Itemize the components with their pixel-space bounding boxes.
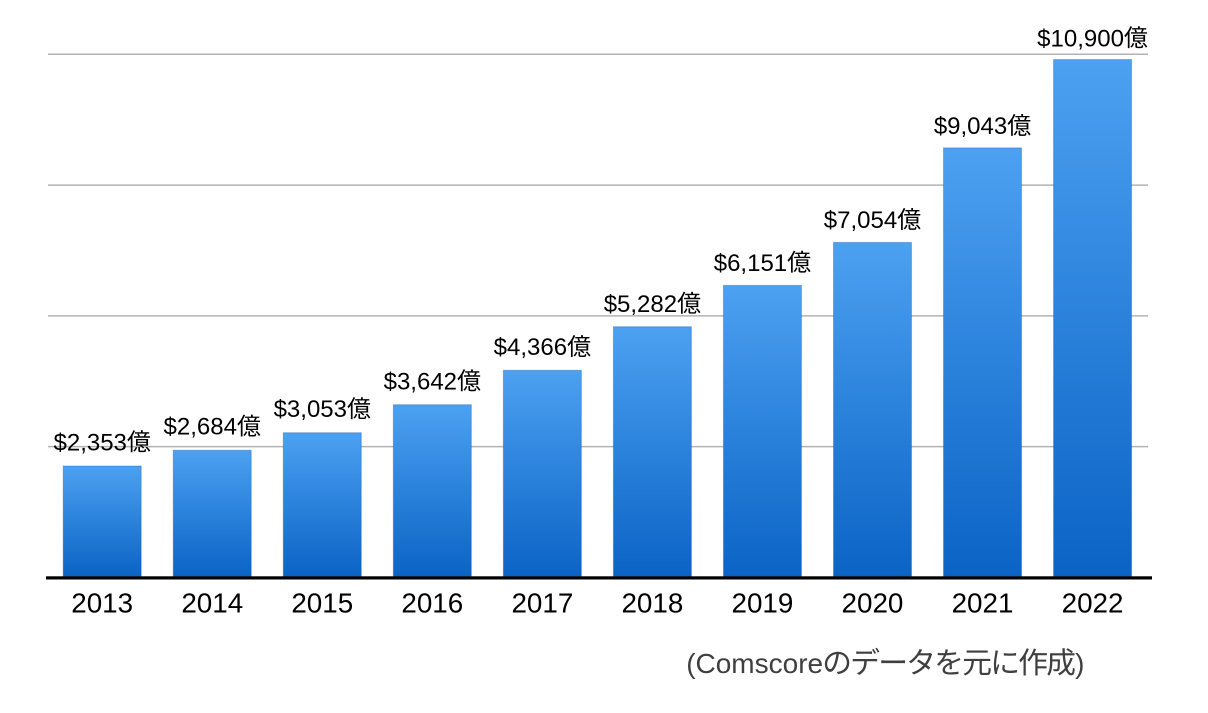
svg-text:$6,151: $6,151: [714, 250, 787, 277]
svg-text:2014: 2014: [181, 588, 243, 619]
svg-text:$9,043: $9,043: [934, 113, 1007, 140]
svg-text:2013: 2013: [71, 588, 133, 619]
svg-text:$3,053: $3,053: [274, 396, 347, 423]
svg-text:(Comscore: (Comscore: [686, 648, 823, 679]
svg-text:2016: 2016: [401, 588, 463, 619]
svg-text:2022: 2022: [1062, 588, 1124, 619]
svg-text:2021: 2021: [952, 588, 1014, 619]
svg-text:2018: 2018: [621, 588, 683, 619]
svg-text:2017: 2017: [511, 588, 573, 619]
svg-text:$4,366: $4,366: [494, 334, 567, 361]
svg-text:$2,353: $2,353: [54, 429, 127, 456]
svg-text:): ): [1075, 648, 1084, 679]
svg-text:$2,684: $2,684: [164, 414, 237, 441]
svg-text:2019: 2019: [732, 588, 794, 619]
svg-text:$3,642: $3,642: [384, 368, 457, 395]
svg-text:2015: 2015: [291, 588, 353, 619]
svg-text:$5,282: $5,282: [604, 291, 677, 318]
svg-text:$10,900: $10,900: [1037, 25, 1124, 52]
svg-text:2020: 2020: [842, 588, 904, 619]
svg-text:$7,054: $7,054: [824, 207, 897, 234]
